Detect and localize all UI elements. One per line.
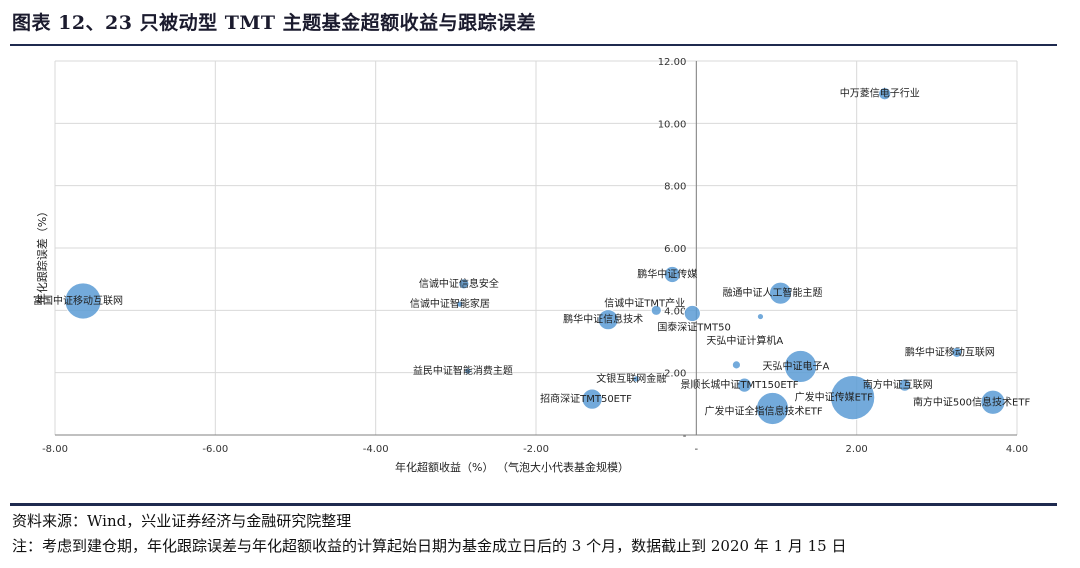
bubble-label: 鹏华中证信息技术: [563, 313, 643, 326]
bubble-point: [581, 388, 603, 410]
bubble-label: 天弘中证计算机A: [706, 334, 783, 347]
bubble-label: 广发中证全指信息技术ETF: [704, 405, 822, 418]
x-axis-label: 年化超额收益（%） （气泡大小代表基金规模）: [395, 460, 629, 474]
bubble-label: 信诚中证智能家居: [410, 297, 490, 310]
y-tick-label: 12.00: [658, 57, 687, 68]
bubble-label: 鹏华中证移动互联网: [905, 345, 995, 358]
bubble-point: [980, 389, 1006, 415]
bubble-point: [737, 377, 752, 393]
bubble-label: 信诚中证TMT产业: [604, 296, 685, 309]
bubble-point: [632, 375, 640, 383]
x-tick-label: -8.00: [42, 444, 68, 455]
x-tick-label: -2.00: [523, 444, 549, 455]
y-tick-label: 4.00: [664, 306, 686, 317]
bubble-point: [756, 392, 789, 425]
bubble-label: 南方中证500信息技术ETF: [913, 395, 1031, 408]
bubble-point: [830, 375, 876, 421]
bubble-label: 景顺长城中证TMT150ETF: [680, 378, 798, 391]
bubble-point: [663, 266, 681, 283]
footer-divider: [10, 503, 1057, 506]
bubble-label: 中万菱信电子行业: [840, 87, 920, 100]
bubble-point: [784, 350, 817, 383]
bubble-point: [951, 347, 963, 358]
chart-axes: -8.00 -6.00 -4.00 -2.00-2.00 4.00-2.004.006.…: [42, 57, 1028, 455]
x-tick-label: -: [695, 444, 699, 455]
bubble-label: 融通中证人工智能主题: [723, 286, 823, 299]
bubble-point: [458, 278, 470, 290]
bubble-label: 南方中证互联网: [863, 378, 933, 391]
chart-bubbles: [64, 87, 1006, 425]
source-note: 资料来源：Wind，兴业证券经济与金融研究院整理: [12, 512, 352, 530]
bubble-point: [456, 300, 464, 308]
bubble-point: [757, 313, 764, 320]
bubble-label: 富国中证移动互联网: [33, 294, 123, 307]
y-axis-label: 年化跟踪误差（%）: [35, 206, 49, 304]
bubble-label: 广发中证传媒ETF: [795, 391, 873, 404]
bubble-label: 天弘中证电子A: [763, 359, 830, 372]
bubble-label: 招商深证TMT50ETF: [540, 392, 632, 405]
bubble-point: [769, 281, 792, 305]
x-tick-label: -4.00: [363, 444, 389, 455]
title-divider: [10, 44, 1057, 46]
bubble-point: [732, 360, 741, 370]
chart-grid: [54, 60, 1018, 436]
bubble-point: [650, 304, 662, 316]
bubble-point: [597, 309, 619, 331]
bubble-label: 信诚中证信息安全: [419, 277, 499, 290]
bubble-point: [683, 305, 701, 322]
y-tick-label: -: [683, 431, 687, 442]
y-tick-label: 2.00: [664, 369, 686, 380]
x-tick-label: 4.00: [1006, 444, 1028, 455]
y-tick-label: 10.00: [658, 119, 687, 130]
bubble-label: 益民中证智能消费主题: [413, 364, 513, 377]
bubble-point: [464, 367, 472, 375]
y-tick-label: 6.00: [664, 244, 686, 255]
y-tick-label: 8.00: [664, 182, 686, 193]
bubble-point: [64, 282, 102, 320]
bubble-point: [878, 87, 892, 101]
x-tick-label: 2.00: [846, 444, 868, 455]
bubble-label: 文银互联网金融: [596, 372, 666, 385]
bubble-label: 国泰深证TMT50: [657, 320, 731, 333]
x-tick-label: -6.00: [202, 444, 228, 455]
footnote: 注：考虑到建仓期，年化跟踪误差与年化超额收益的计算起始日期为基金成立日后的 3 …: [12, 537, 847, 555]
page-title: 图表 12、23 只被动型 TMT 主题基金超额收益与跟踪误差: [12, 12, 537, 34]
bubble-point: [898, 378, 912, 392]
bubble-label: 鹏华中证传媒: [637, 267, 697, 280]
